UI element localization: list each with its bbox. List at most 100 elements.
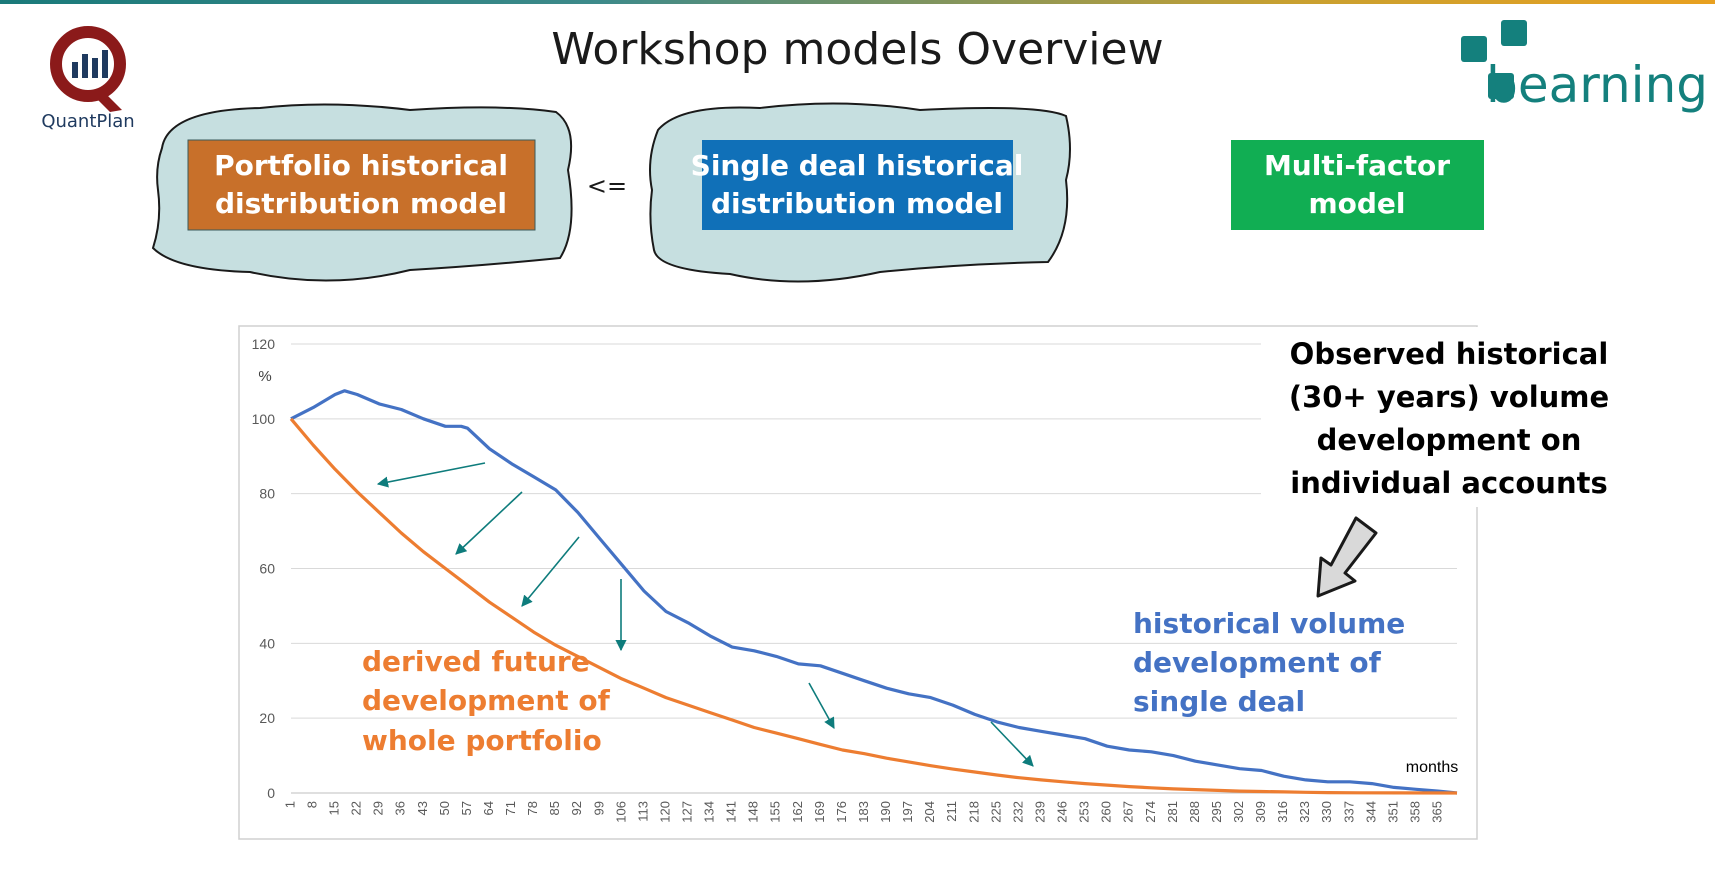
x-tick-label-31: 218 (966, 801, 981, 823)
x-tick-label-26: 183 (856, 801, 871, 823)
x-tick-label-45: 316 (1275, 801, 1290, 823)
single-deal-model-box-bg (702, 140, 1013, 230)
projection-arrow-1 (376, 462, 486, 488)
x-tick-label-52: 365 (1430, 801, 1445, 823)
x-tick-label-9: 64 (481, 801, 496, 815)
orange-annotation-line-2: development of (362, 684, 611, 717)
x-axis-ticks: 1 8 15 22 29 36 43 50 57 64 71 78 85 92 99 106 113 120 127… (282, 801, 1444, 823)
x-tick-label-0: 1 (282, 801, 297, 808)
blue-series-annotation: historical volume development of single … (1133, 607, 1405, 718)
x-tick-label-43: 302 (1231, 801, 1246, 823)
x-tick-label-3: 22 (349, 801, 364, 815)
x-tick-label-4: 29 (371, 801, 386, 815)
observed-note-arrow (1316, 516, 1378, 598)
projection-arrow-6 (990, 721, 1034, 767)
x-tick-label-25: 176 (834, 801, 849, 823)
single-deal-model-label-line-2: distribution model (711, 187, 1003, 220)
chart-series (289, 389, 1458, 795)
x-tick-label-22: 155 (768, 801, 783, 823)
x-tick-label-38: 267 (1121, 801, 1136, 823)
x-tick-label-51: 358 (1407, 801, 1422, 823)
x-tick-label-27: 190 (878, 801, 893, 823)
y-axis-unit: % (258, 368, 271, 385)
x-tick-label-34: 239 (1032, 801, 1047, 823)
x-tick-label-42: 295 (1209, 801, 1224, 823)
x-tick-label-10: 71 (503, 801, 518, 815)
bearning-logo-square-1 (1461, 36, 1487, 62)
orange-annotation-line-1: derived future (362, 645, 590, 678)
x-tick-label-33: 232 (1010, 801, 1025, 823)
x-tick-label-6: 43 (415, 801, 430, 815)
x-tick-label-30: 211 (944, 801, 959, 822)
portfolio-model-label-line-1: Portfolio historical (214, 149, 508, 182)
x-tick-label-39: 274 (1143, 801, 1158, 823)
observed-note: Observed historical (30+ years) volume d… (1289, 337, 1609, 500)
x-tick-label-29: 204 (922, 801, 937, 823)
x-tick-label-20: 141 (724, 801, 739, 823)
x-axis-label: months (1406, 759, 1458, 776)
quantplan-logo-text: QuantPlan (41, 111, 134, 132)
multi-factor-model-label-line-1: Multi-factor (1264, 149, 1450, 182)
x-tick-label-5: 36 (393, 801, 408, 815)
observed-note-line-1: Observed historical (1290, 337, 1609, 371)
bearning-logo-square-3 (1488, 73, 1514, 99)
single-deal-model-label-line-1: Single deal historical (691, 149, 1024, 182)
bearning-logo-text: bearning (1486, 56, 1708, 114)
multi-factor-model-box-bg (1231, 140, 1484, 230)
x-tick-label-21: 148 (746, 801, 761, 823)
orange-series-annotation: derived future development of whole port… (362, 645, 611, 757)
x-tick-label-7: 50 (437, 801, 452, 815)
x-tick-label-50: 351 (1385, 801, 1400, 823)
x-tick-label-12: 85 (547, 801, 562, 815)
quantplan-logo-tail (94, 88, 122, 112)
observed-note-line-4: individual accounts (1290, 466, 1607, 500)
x-tick-label-15: 106 (613, 801, 628, 823)
projection-arrow-3 (521, 536, 580, 607)
blue-annotation-line-1: historical volume (1133, 607, 1405, 640)
projection-arrow-2 (455, 491, 523, 555)
series-line-1 (289, 417, 1458, 795)
blue-annotation-line-3: single deal (1133, 685, 1305, 718)
multi-factor-model-box: Multi-factor model (1231, 140, 1484, 230)
x-tick-label-41: 288 (1187, 801, 1202, 823)
comparison-operator: <= (587, 172, 627, 200)
projection-arrows (376, 462, 1034, 767)
orange-annotation-line-3: whole portfolio (362, 724, 602, 757)
observed-note-background (1261, 327, 1491, 507)
single-deal-model-box: Single deal historical distribution mode… (691, 140, 1024, 230)
x-tick-label-35: 246 (1055, 801, 1070, 823)
y-tick-label-4: 80 (259, 486, 275, 502)
y-tick-label-2: 40 (259, 635, 275, 651)
x-tick-label-40: 281 (1165, 801, 1180, 823)
x-tick-label-2: 15 (327, 801, 342, 815)
top-color-bar (0, 0, 1715, 4)
x-tick-label-28: 197 (900, 801, 915, 823)
projection-arrow-5 (808, 682, 835, 729)
x-tick-label-11: 78 (525, 801, 540, 815)
x-tick-label-8: 57 (459, 801, 474, 815)
x-tick-label-18: 127 (680, 801, 695, 823)
x-tick-label-13: 92 (569, 801, 584, 815)
x-tick-label-36: 253 (1077, 801, 1092, 823)
y-tick-label-1: 20 (259, 710, 275, 726)
x-tick-label-48: 337 (1341, 801, 1356, 823)
y-tick-label-6: 120 (252, 336, 276, 352)
x-tick-label-32: 225 (988, 801, 1003, 823)
observed-note-line-2: (30+ years) volume (1289, 380, 1609, 414)
x-tick-label-37: 260 (1099, 801, 1114, 823)
multi-factor-model-label-line-2: model (1308, 187, 1405, 220)
bearning-logo-square-2 (1501, 20, 1527, 46)
quantplan-logo: QuantPlan (41, 26, 135, 132)
x-tick-label-44: 309 (1253, 801, 1268, 823)
portfolio-model-box: Portfolio historical distribution model (187, 139, 536, 231)
quantplan-logo-ring (50, 26, 126, 102)
y-axis-ticks: 0 20 40 60 80 100 120 (252, 336, 276, 801)
portfolio-model-box-bg (187, 139, 536, 231)
x-tick-label-19: 134 (702, 801, 717, 823)
series-line-0 (290, 389, 1458, 795)
x-tick-label-14: 99 (591, 801, 606, 815)
quantplan-logo-bar-2 (82, 54, 88, 78)
x-tick-label-17: 120 (657, 801, 672, 823)
x-tick-label-47: 330 (1319, 801, 1334, 823)
x-tick-label-16: 113 (635, 801, 650, 822)
